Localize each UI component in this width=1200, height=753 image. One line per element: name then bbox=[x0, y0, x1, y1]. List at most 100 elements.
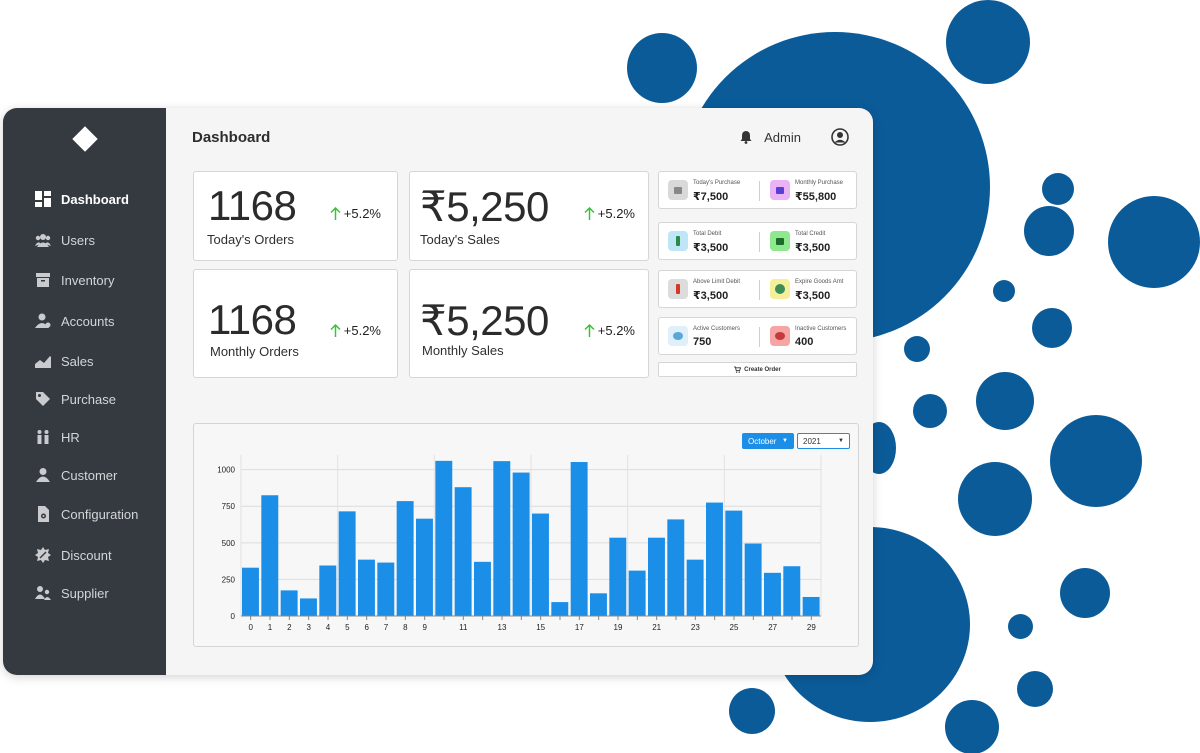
create-order-button[interactable]: Create Order bbox=[658, 362, 857, 377]
sidebar-item-label: Accounts bbox=[61, 313, 115, 329]
mini-stat-label: Expire Goods Amt bbox=[795, 279, 844, 285]
stat-label: Today's Sales bbox=[420, 232, 500, 247]
bar bbox=[570, 462, 588, 616]
sales-icon bbox=[35, 356, 51, 368]
bar bbox=[706, 502, 723, 616]
users-icon bbox=[35, 234, 51, 247]
cart-icon bbox=[734, 366, 742, 373]
mini-stat-value: ₹3,500 bbox=[795, 242, 831, 254]
bar bbox=[686, 559, 704, 616]
x-tick-label: 5 bbox=[345, 623, 350, 632]
bar bbox=[764, 572, 781, 616]
x-tick-label: 23 bbox=[691, 623, 700, 632]
stat-change: +5.2% bbox=[330, 206, 381, 221]
supplier-icon bbox=[35, 586, 51, 600]
mini-stat-label: Above Limit Debit bbox=[693, 279, 741, 285]
user-avatar-icon[interactable] bbox=[831, 128, 849, 146]
y-tick-label: 500 bbox=[222, 539, 236, 548]
x-tick-label: 9 bbox=[422, 623, 427, 632]
stat-value: ₹5,250 bbox=[420, 297, 549, 344]
sidebar-item-customer[interactable]: Customer bbox=[35, 467, 117, 483]
stat-value: ₹5,250 bbox=[420, 183, 549, 230]
mini-stat-value: ₹7,500 bbox=[693, 191, 729, 203]
month-select-value: October bbox=[748, 436, 777, 446]
bell-icon[interactable] bbox=[739, 130, 753, 144]
x-tick-label: 13 bbox=[498, 623, 507, 632]
bar bbox=[493, 461, 511, 616]
mini-stat-monthly-purchase: Monthly Purchase ₹55,800 bbox=[761, 172, 861, 208]
sidebar-item-label: Customer bbox=[61, 467, 118, 483]
mini-stat-value: ₹3,500 bbox=[693, 290, 729, 302]
mini-stat-label: Today's Purchase bbox=[693, 180, 741, 186]
customers-group-icon bbox=[770, 326, 790, 346]
bar bbox=[416, 518, 433, 616]
bar bbox=[300, 598, 317, 616]
stat-change-value: +5.2% bbox=[597, 323, 635, 338]
bar bbox=[396, 501, 414, 616]
logo-diamond-icon bbox=[72, 126, 98, 152]
bar bbox=[454, 487, 472, 616]
bar bbox=[474, 561, 491, 616]
stat-change-value: +5.2% bbox=[597, 206, 635, 221]
dashboard-icon bbox=[35, 191, 51, 207]
page-title: Dashboard bbox=[192, 129, 271, 146]
create-order-label: Create Order bbox=[744, 366, 781, 373]
bar bbox=[435, 460, 453, 616]
bar bbox=[377, 562, 395, 616]
accounts-icon bbox=[35, 313, 51, 328]
purchase-tag-icon bbox=[36, 392, 50, 406]
sidebar-item-accounts[interactable]: Accounts bbox=[35, 313, 114, 329]
sidebar-item-purchase[interactable]: Purchase bbox=[35, 391, 116, 407]
stat-card-todays-sales: ₹5,250 Today's Sales +5.2% bbox=[409, 171, 649, 261]
mini-stat-above-limit-debit: Above Limit Debit ₹3,500 bbox=[659, 271, 759, 307]
sidebar-item-label: Discount bbox=[61, 547, 112, 563]
bubble bbox=[1050, 415, 1142, 507]
x-tick-label: 2 bbox=[287, 623, 292, 632]
sidebar-item-sales[interactable]: Sales bbox=[35, 353, 94, 369]
arrow-up-icon bbox=[330, 324, 341, 337]
inventory-icon bbox=[36, 273, 50, 287]
app-window: Dashboard Users Inventory Accounts Sales… bbox=[3, 108, 873, 675]
sidebar-item-supplier[interactable]: Supplier bbox=[35, 585, 109, 601]
sidebar-item-configuration[interactable]: Configuration bbox=[35, 506, 138, 522]
bubble bbox=[627, 33, 697, 103]
sidebar-item-label: Dashboard bbox=[61, 191, 129, 207]
bar bbox=[551, 602, 569, 616]
x-tick-label: 0 bbox=[248, 623, 253, 632]
customer-icon bbox=[36, 468, 50, 482]
mini-stat-label: Total Debit bbox=[693, 231, 722, 237]
hr-icon bbox=[37, 430, 49, 444]
sidebar-item-label: HR bbox=[61, 429, 80, 445]
month-select[interactable]: October ▼ bbox=[742, 433, 794, 449]
divider bbox=[759, 181, 760, 201]
user-name[interactable]: Admin bbox=[764, 129, 801, 145]
bar bbox=[725, 510, 743, 616]
x-tick-label: 3 bbox=[306, 623, 311, 632]
wallet-icon bbox=[770, 180, 790, 200]
stat-change: +5.2% bbox=[330, 323, 381, 338]
sidebar-item-dashboard[interactable]: Dashboard bbox=[35, 191, 129, 207]
credit-card-icon bbox=[770, 231, 790, 251]
sidebar-item-hr[interactable]: HR bbox=[35, 429, 80, 445]
sidebar-item-inventory[interactable]: Inventory bbox=[35, 272, 114, 288]
bubble bbox=[1024, 206, 1074, 256]
bubble bbox=[1032, 308, 1072, 348]
sales-chart-card: October ▼ 2021 ▼ 0 250 500 750 1000 0 1 2 3 4 5 6 7 8… bbox=[193, 423, 859, 647]
bubble bbox=[913, 394, 947, 428]
y-tick-label: 1000 bbox=[217, 466, 235, 475]
mini-stat-value: 750 bbox=[693, 336, 712, 348]
mini-stat-todays-purchase: Today's Purchase ₹7,500 bbox=[659, 172, 759, 208]
sidebar-item-discount[interactable]: Discount bbox=[35, 547, 112, 563]
bar bbox=[744, 543, 762, 616]
bubble bbox=[1008, 614, 1033, 639]
mini-stat-label: Total Credit bbox=[795, 231, 826, 237]
bar bbox=[512, 472, 530, 616]
sidebar-item-users[interactable]: Users bbox=[35, 232, 95, 248]
bubble bbox=[1108, 196, 1200, 288]
x-tick-label: 21 bbox=[652, 623, 661, 632]
bubble bbox=[976, 372, 1034, 430]
bubble bbox=[729, 688, 775, 734]
year-select[interactable]: 2021 ▼ bbox=[797, 433, 850, 449]
bubble bbox=[904, 336, 930, 362]
